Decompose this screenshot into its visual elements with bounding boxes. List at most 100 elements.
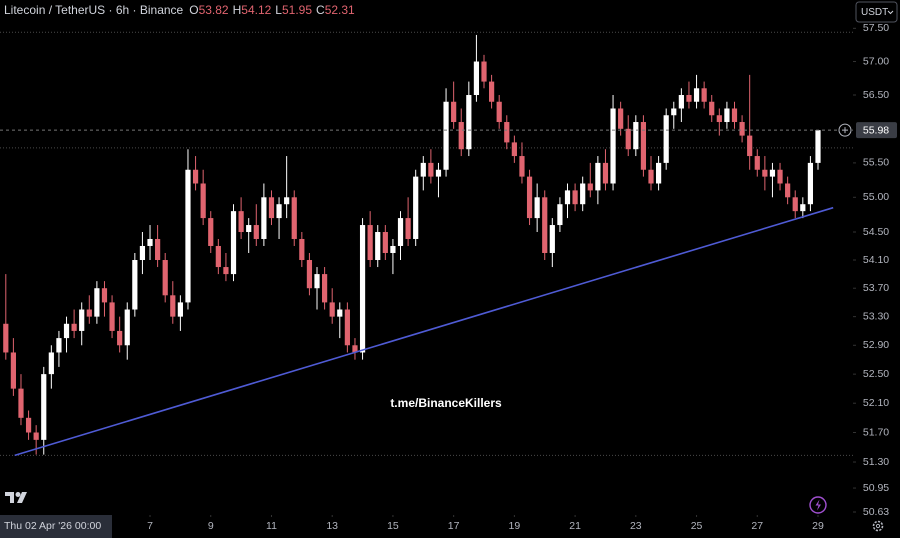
candle-body (800, 204, 806, 212)
candle-body (337, 309, 343, 317)
chart-title: Litecoin / TetherUS · 6h · Binance (4, 3, 184, 17)
tradingview-logo (5, 492, 27, 503)
candle-body (640, 122, 647, 170)
candle-body (109, 302, 115, 331)
candle-body (693, 88, 700, 102)
candle-body (352, 345, 358, 353)
candle-body (63, 323, 70, 339)
candle-body (473, 61, 480, 96)
button-frame[interactable] (855, 1, 898, 23)
candle-body (443, 101, 449, 170)
candle-body (678, 95, 684, 109)
candle-body (420, 162, 426, 177)
candle-body (747, 135, 753, 157)
candle-body (299, 238, 305, 261)
candle-body (671, 108, 677, 116)
candle-body (428, 162, 434, 177)
y-tick-label: 57.00 (863, 55, 889, 67)
candle-body (291, 197, 297, 239)
candle-body (716, 115, 722, 123)
add-alert-plus[interactable] (842, 127, 848, 134)
button-label[interactable]: USDT (861, 7, 888, 18)
header: Litecoin / TetherUS · 6h · Binance O53.82… (4, 3, 355, 17)
x-tick-label: 25 (691, 520, 703, 532)
y-tick-label: 55.50 (863, 157, 889, 169)
candle-body (724, 108, 730, 123)
candle-body (314, 274, 320, 289)
candle-body (25, 417, 32, 433)
plot-area (0, 31, 853, 457)
candle-body (215, 245, 221, 268)
candle-body (132, 260, 138, 310)
x-tick-label: 23 (630, 520, 642, 532)
y-tick-label: 56.50 (863, 89, 889, 101)
candle-body (390, 245, 396, 253)
candle-body (618, 108, 624, 129)
candle-body (762, 169, 768, 177)
candle-body (382, 232, 388, 253)
legend-key: O (189, 3, 198, 17)
candle-body (625, 128, 631, 150)
candle-body (655, 162, 662, 184)
candle-body (139, 245, 146, 261)
x-tick-label: 15 (387, 520, 399, 532)
candle-body (739, 122, 745, 136)
y-tick-label: 51.30 (863, 456, 889, 468)
candle-body (155, 238, 161, 261)
y-tick-label: 52.50 (863, 368, 889, 380)
y-tick-label: 50.95 (863, 482, 889, 494)
y-tick-label: 51.70 (863, 426, 889, 438)
settings-button[interactable] (872, 520, 884, 532)
candle-body (504, 122, 510, 143)
candle-body (147, 238, 153, 246)
gear-hub[interactable] (875, 523, 881, 529)
candle-body (18, 388, 24, 418)
candle-body (367, 225, 373, 261)
currency-button[interactable]: USDT (855, 1, 898, 23)
legend-key: C (316, 3, 325, 17)
y-tick-label: 57.50 (863, 22, 889, 34)
candle-body (686, 95, 692, 102)
y-tick-label: 54.50 (863, 226, 889, 238)
candle-body (359, 225, 366, 353)
candle-body (792, 197, 798, 212)
candle-body (344, 309, 350, 346)
candle-body (466, 95, 472, 150)
y-tick-label: 53.30 (863, 310, 889, 322)
candle-body (268, 197, 275, 219)
candle-body (610, 108, 616, 184)
legend-value: 52.31 (325, 3, 355, 17)
candle-body (397, 218, 404, 246)
legend-value: 53.82 (199, 3, 229, 17)
candle-body (807, 162, 814, 205)
chevron[interactable] (887, 10, 894, 15)
candle-body (663, 115, 669, 163)
candle-body (511, 142, 517, 157)
y-tick-label: 54.10 (863, 254, 889, 266)
candle-body (246, 225, 252, 233)
candle-body (56, 338, 62, 353)
gear-icon[interactable] (872, 520, 884, 532)
candle-body (117, 330, 123, 346)
candle-body (549, 225, 555, 253)
legend-value: 54.12 (241, 3, 271, 17)
candle-body (435, 169, 442, 177)
lightning-ring[interactable] (809, 496, 827, 514)
candle-body (230, 211, 237, 275)
candle-body (200, 183, 206, 219)
lightning-icon[interactable] (815, 499, 822, 511)
candle-body (405, 218, 411, 239)
current-price-label: 55.98 (863, 124, 889, 136)
candle-body (33, 432, 39, 440)
candle-body (170, 295, 176, 317)
candle-body (534, 197, 540, 219)
trendline (14, 206, 834, 457)
candle-body (769, 169, 776, 177)
candle-body (329, 302, 335, 317)
x-tick-label: 29 (812, 520, 824, 532)
lightning-button[interactable] (809, 496, 827, 514)
candle-body (481, 61, 487, 82)
candle-body (557, 204, 563, 226)
candle-body (496, 101, 502, 123)
